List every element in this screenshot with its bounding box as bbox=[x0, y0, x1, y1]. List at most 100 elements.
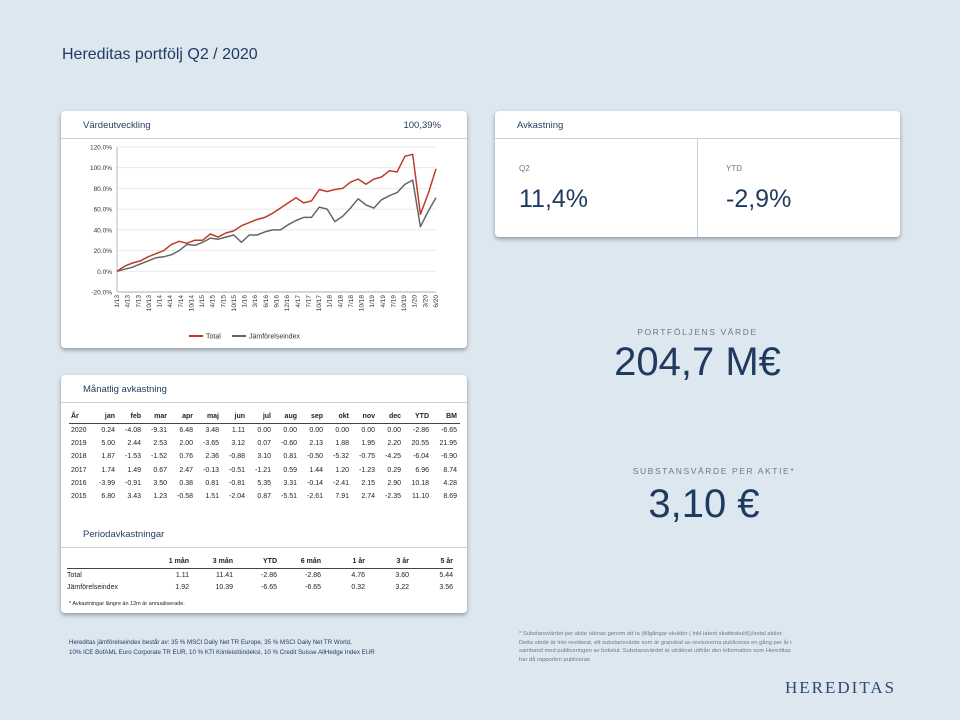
x-tick-label: 10/13 bbox=[146, 295, 153, 312]
x-tick-label: 4/15 bbox=[210, 295, 217, 308]
y-tick-label: 100.0% bbox=[90, 165, 112, 172]
table-cell: -0.51 bbox=[229, 466, 245, 474]
page-title: Hereditas portfölj Q2 / 2020 bbox=[62, 46, 258, 63]
table-cell: 2.00 bbox=[179, 440, 193, 448]
table-cell: -1.21 bbox=[255, 466, 271, 474]
series-line-benchmark bbox=[116, 179, 437, 273]
table-cell: 1.49 bbox=[127, 466, 141, 474]
table-cell: -4.08 bbox=[125, 427, 141, 435]
table-cell: 0.32 bbox=[351, 584, 365, 592]
returns-card: Avkastning Q2 11,4% YTD -2,9% bbox=[495, 111, 900, 237]
column-header: YTD bbox=[404, 409, 432, 424]
table-cell: -1.53 bbox=[125, 453, 141, 461]
table-header-row: 1 mån 3 mån YTD 6 mån 1 år 3 år 5 år bbox=[67, 555, 453, 569]
hereditas-logo: HEREDITAS bbox=[785, 678, 897, 697]
x-tick-label: 1/15 bbox=[199, 295, 206, 308]
table-cell: 0.00 bbox=[335, 427, 349, 435]
table-row: Jämförelseindex 1.92 10.39 -6.65 -6.65 0.32 3.… bbox=[67, 582, 453, 595]
x-tick-label: 7/13 bbox=[135, 295, 142, 308]
x-tick-label: 7/17 bbox=[305, 295, 312, 308]
table-cell: 2015 bbox=[71, 493, 87, 501]
y-tick-label: 20.0% bbox=[94, 248, 113, 255]
x-tick-label: 1/20 bbox=[412, 295, 419, 308]
period-returns-table: 1 mån 3 mån YTD 6 mån 1 år 3 år 5 år Total 1.11… bbox=[67, 555, 453, 594]
table-cell: 6.96 bbox=[415, 466, 429, 474]
table-row: 2019 5.00 2.44 2.53 2.00 -3.65 3.12 0.07 -0.60 2.… bbox=[69, 437, 460, 450]
portfolio-value-label: PORTFÖLJENS VÄRDE bbox=[637, 327, 758, 337]
table-cell: -4.25 bbox=[385, 453, 401, 461]
table-cell: 2019 bbox=[71, 440, 87, 448]
x-tick-label: 7/15 bbox=[220, 295, 227, 308]
table-cell: 2.53 bbox=[153, 440, 167, 448]
table-cell: -0.81 bbox=[229, 479, 245, 487]
table-cell: Total bbox=[67, 571, 82, 579]
x-tick-label: 9/16 bbox=[274, 295, 281, 308]
table-cell: -2.61 bbox=[307, 493, 323, 501]
series-line-total bbox=[116, 153, 437, 272]
table-cell: 1.23 bbox=[153, 493, 167, 501]
monthly-returns-header: Månatlig avkastning bbox=[61, 375, 467, 403]
column-header: mar bbox=[144, 409, 170, 424]
x-tick-label: 10/18 bbox=[359, 295, 366, 312]
footnote-line: samband med publiceringen av bokslut. Su… bbox=[519, 648, 791, 655]
table-cell: 2016 bbox=[71, 479, 87, 487]
x-tick-label: 4/13 bbox=[125, 295, 132, 308]
column-header: År bbox=[69, 409, 92, 424]
column-header: 1 mån bbox=[155, 555, 189, 569]
table-cell: -2.41 bbox=[333, 479, 349, 487]
column-header: jul bbox=[248, 409, 274, 424]
table-cell: 1.87 bbox=[101, 453, 115, 461]
nav-per-share-value: 3,10 € bbox=[648, 482, 760, 526]
table-cell: 4.76 bbox=[351, 571, 365, 579]
table-cell: 3.22 bbox=[395, 584, 409, 592]
table-cell: 0.81 bbox=[205, 479, 219, 487]
y-tick-label: 0.0% bbox=[97, 269, 112, 276]
table-header-row: År jan feb mar apr maj jun jul aug sep okt nov dec YT… bbox=[69, 409, 460, 424]
y-tick-label: -20.0% bbox=[91, 290, 112, 297]
monthly-returns-label: Månatlig avkastning bbox=[83, 384, 167, 395]
nav-footnote: * Substansvärdet per aktie räknas genom … bbox=[519, 630, 879, 664]
x-tick-label: 4/14 bbox=[167, 295, 174, 308]
legend-label: Jämförelseindex bbox=[249, 334, 300, 341]
column-header: jan bbox=[92, 409, 118, 424]
x-tick-label: 7/18 bbox=[348, 295, 355, 308]
table-row: 2015 6.80 3.43 1.23 -0.58 1.51 -2.04 0.87 -5.51 -… bbox=[69, 490, 460, 503]
table-cell: -0.91 bbox=[125, 479, 141, 487]
x-tick-label: 12/16 bbox=[284, 295, 291, 312]
ytd-value: -2,9% bbox=[726, 185, 792, 213]
y-tick-label: 80.0% bbox=[94, 186, 113, 193]
table-row: 2020 0.24 -4.08 -9.31 6.48 3.48 1.11 0.00 0.00 0.… bbox=[69, 424, 460, 438]
x-tick-label: 3/20 bbox=[422, 295, 429, 308]
table-cell: 3.48 bbox=[205, 427, 219, 435]
table-cell: 0.00 bbox=[309, 427, 323, 435]
column-header: 1 år bbox=[321, 555, 365, 569]
column-header: jun bbox=[222, 409, 248, 424]
table-cell: 0.87 bbox=[257, 493, 271, 501]
returns-header: Avkastning bbox=[495, 111, 900, 139]
x-tick-label: 4/19 bbox=[380, 295, 387, 308]
x-tick-label: 7/14 bbox=[178, 295, 185, 308]
table-cell: -2.04 bbox=[229, 493, 245, 501]
legend-label: Total bbox=[206, 334, 221, 341]
column-header: sep bbox=[300, 409, 326, 424]
table-cell: -0.13 bbox=[203, 466, 219, 474]
table-cell: 5.44 bbox=[439, 571, 453, 579]
table-cell: -2.35 bbox=[385, 493, 401, 501]
column-header: aug bbox=[274, 409, 300, 424]
table-cell: 2.13 bbox=[309, 440, 323, 448]
table-cell: 2.36 bbox=[205, 453, 219, 461]
table-cell: -6.65 bbox=[261, 584, 277, 592]
table-cell: -0.60 bbox=[281, 440, 297, 448]
x-tick-label: 1/16 bbox=[242, 295, 249, 308]
period-returns-header: Periodavkastningar bbox=[61, 523, 467, 548]
table-cell: 0.00 bbox=[283, 427, 297, 435]
table-cell: -1.23 bbox=[359, 466, 375, 474]
table-row: 2016 -3.99 -0.91 3.50 0.38 0.81 -0.81 5.35 3.31 -… bbox=[69, 477, 460, 490]
table-cell: -0.14 bbox=[307, 479, 323, 487]
table-cell: 2.44 bbox=[127, 440, 141, 448]
x-tick-label: 1/14 bbox=[157, 295, 164, 308]
x-tick-label: 10/15 bbox=[231, 295, 238, 312]
table-cell: -6.65 bbox=[305, 584, 321, 592]
footnote-line: Detta värde är inte reviderat, ett subst… bbox=[519, 639, 792, 646]
x-tick-label: 6/16 bbox=[263, 295, 270, 308]
